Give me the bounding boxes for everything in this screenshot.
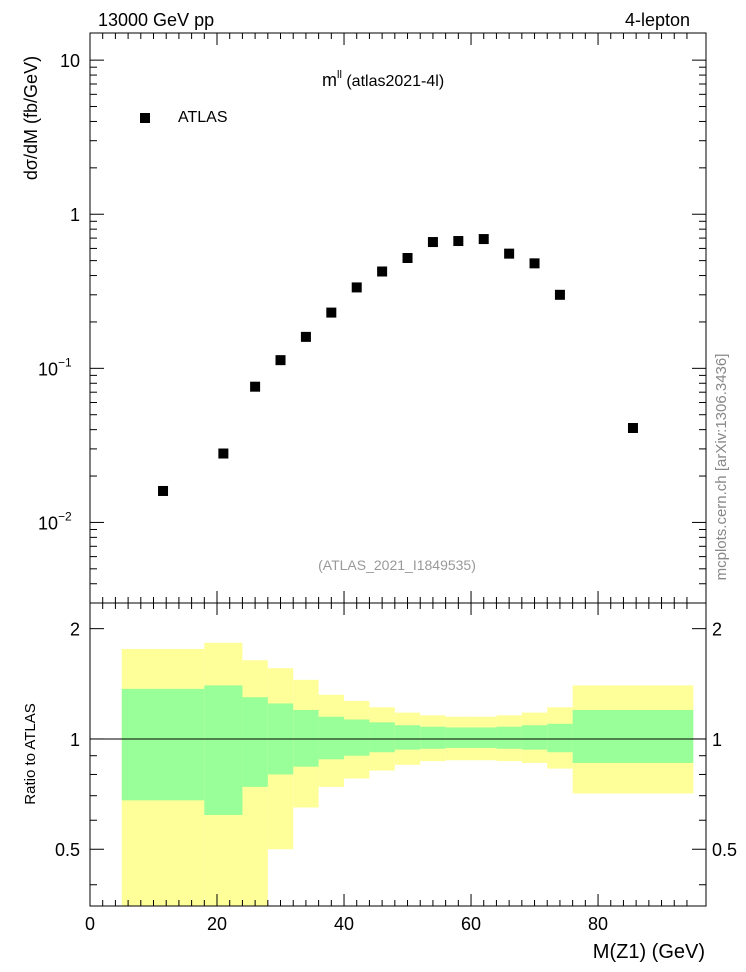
- ratio-y-tick-label-right: 0.5: [712, 840, 737, 860]
- main-y-tick-exponent: −1: [58, 355, 72, 369]
- main-y-tick-label: 10: [60, 51, 80, 71]
- data-point: [453, 236, 464, 247]
- data-point: [377, 266, 388, 277]
- x-axis-label: M(Z1) (GeV): [593, 941, 705, 963]
- inner-band-bin: [471, 727, 497, 748]
- inner-band-bin: [394, 725, 421, 750]
- data-point: [427, 237, 438, 248]
- plot-title-main: m: [322, 70, 337, 90]
- ratio-y-tick-label: 1: [70, 730, 80, 750]
- main-y-tick-exponent: −2: [58, 509, 72, 523]
- inner-band-bin: [344, 719, 370, 756]
- main-y-axis-label: dσ/dM (fb/GeV): [21, 56, 41, 180]
- inner-band-bin: [420, 726, 446, 749]
- ratio-y-tick-label: 0.5: [55, 840, 80, 860]
- plot-title-superscript: ll: [337, 69, 342, 81]
- data-point: [250, 381, 261, 392]
- data-point: [351, 282, 362, 293]
- header-left: 13000 GeV pp: [98, 10, 214, 30]
- legend-label: ATLAS: [178, 109, 228, 126]
- data-point: [402, 252, 413, 263]
- data-point: [627, 422, 638, 433]
- inner-band-bin: [242, 697, 268, 787]
- data-point: [554, 289, 565, 300]
- inner-band-bin: [318, 716, 345, 760]
- inner-band-bin: [547, 723, 573, 753]
- inner-band-bin: [572, 709, 694, 763]
- inner-band-bin: [521, 725, 548, 750]
- x-tick-label: 0: [85, 914, 95, 934]
- atlas-data-points: [158, 234, 638, 496]
- x-tick-label: 80: [588, 914, 608, 934]
- x-tick-label: 20: [207, 914, 227, 934]
- data-point: [275, 355, 286, 366]
- inner-band-bin: [293, 709, 319, 767]
- inner-band-bin: [496, 726, 522, 749]
- ratio-y-tick-label-right: 1: [712, 730, 722, 750]
- side-label: mcplots.cern.ch [arXiv:1306.3436]: [713, 354, 730, 581]
- main-plot-tick-labels: 10−2 10−1 1 10: [38, 51, 80, 533]
- data-point: [529, 258, 540, 269]
- main-y-tick-label: 10−1: [38, 355, 72, 379]
- inner-band-bin: [204, 685, 243, 816]
- ratio-plot-tick-labels: 0 20 40 60 80 0.5 0.5 1 1 2 2: [55, 620, 737, 934]
- inner-band-bin: [369, 722, 395, 753]
- header-right: 4-lepton: [625, 10, 690, 30]
- plot-title-suffix: (atlas2021-4l): [342, 73, 444, 90]
- main-plot-panel: 10−2 10−1 1 10 dσ/dM (fb/GeV) mll (atlas202…: [21, 32, 707, 604]
- data-point: [504, 248, 515, 259]
- inner-band-bin: [121, 688, 205, 801]
- main-y-tick-label: 1: [70, 205, 80, 225]
- data-point: [300, 331, 311, 342]
- data-point: [326, 307, 337, 318]
- legend-marker: [140, 113, 150, 123]
- x-tick-label: 60: [461, 914, 481, 934]
- x-tick-label: 40: [334, 914, 354, 934]
- ratio-y-axis-label: Ratio to ATLAS: [22, 703, 39, 804]
- ratio-plot-ticks: [89, 603, 706, 906]
- analysis-watermark: (ATLAS_2021_I1849535): [318, 557, 476, 573]
- ratio-plot-panel: 0 20 40 60 80 0.5 0.5 1 1 2 2 Ratio to ATLAS M(Z1)…: [22, 602, 737, 963]
- ratio-uncertainty-bands: [121, 642, 694, 906]
- ratio-y-tick-label-right: 2: [712, 620, 722, 640]
- data-point: [478, 234, 489, 245]
- main-y-tick-label: 10−2: [38, 509, 72, 533]
- ratio-y-tick-label: 2: [70, 620, 80, 640]
- ratio-plot-frame: [89, 602, 707, 907]
- main-plot-ticks: [89, 33, 706, 604]
- inner-band-bin: [445, 727, 472, 748]
- data-point: [158, 485, 169, 496]
- plot-title: mll (atlas2021-4l): [322, 69, 444, 90]
- data-point: [218, 448, 229, 459]
